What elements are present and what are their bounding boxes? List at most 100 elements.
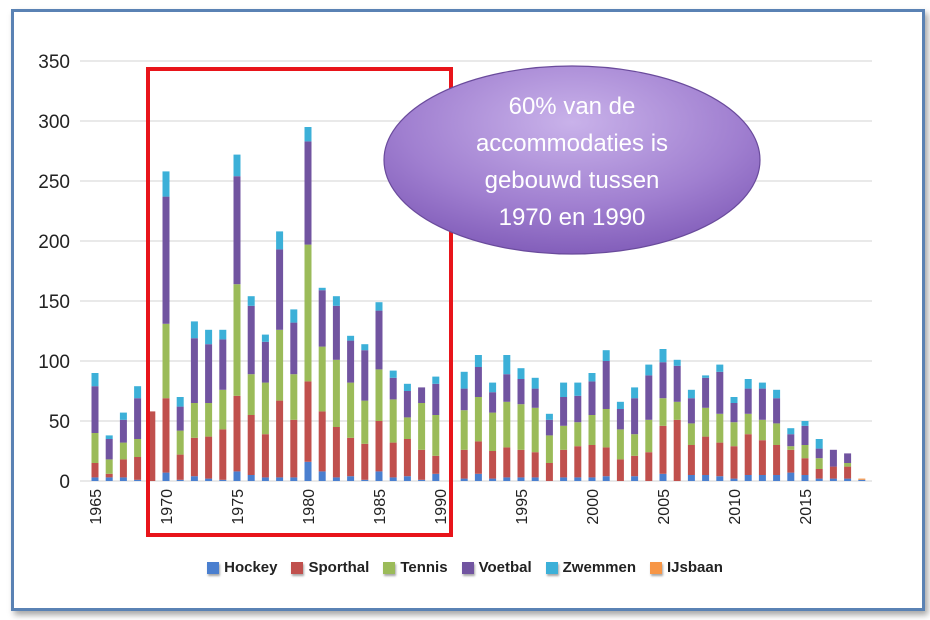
y-tick-label: 250 (38, 172, 70, 193)
bar-segment-zwemmen (531, 377, 539, 389)
bar-segment-hockey (730, 478, 738, 481)
x-tick-label: 1985 (372, 489, 389, 525)
legend-swatch (650, 561, 662, 574)
bar-segment-zwemmen (687, 389, 695, 399)
bar-segment-tennis (261, 382, 269, 435)
legend-label: Sporthal (308, 559, 370, 576)
legend-item-sporthal: Sporthal (291, 559, 369, 576)
bar-segment-zwemmen (659, 349, 667, 363)
y-tick-label: 200 (38, 232, 70, 253)
bar-segment-hockey (190, 476, 198, 481)
bar-segment-sporthal (702, 436, 710, 475)
bar-segment-hockey (304, 461, 312, 481)
bar-segment-sporthal (134, 457, 142, 480)
bar-segment-voetbal (545, 419, 553, 436)
bar-segment-tennis (616, 429, 624, 460)
bar-segment-hockey (687, 475, 695, 481)
bar-segment-tennis (574, 422, 582, 447)
bar-segment-sporthal (659, 425, 667, 474)
bar-2019 (858, 478, 866, 481)
bar-segment-zwemmen (730, 397, 738, 403)
bar-segment-hockey (758, 475, 766, 481)
bar-1997 (545, 413, 553, 481)
bar-segment-zwemmen (460, 371, 468, 389)
bar-segment-zwemmen (403, 383, 411, 391)
bar-segment-voetbal (290, 322, 298, 375)
bar-segment-tennis (332, 359, 340, 427)
bar-segment-voetbal (247, 305, 255, 375)
bar-segment-tennis (318, 346, 326, 412)
bar-1999 (574, 382, 582, 481)
x-tick-label: 1980 (301, 489, 318, 525)
bar-1987 (403, 383, 411, 481)
bar-segment-tennis (744, 413, 752, 435)
bar-segment-tennis (659, 398, 667, 426)
bar-segment-hockey (389, 477, 397, 481)
annotation-text: accommodaties is (476, 130, 668, 157)
bar-segment-hockey (105, 477, 113, 481)
annotation-text: 1970 en 1990 (499, 204, 646, 231)
bar-segment-voetbal (503, 374, 511, 402)
bar-segment-hockey (91, 477, 99, 481)
bar-segment-tennis (418, 403, 426, 450)
bar-segment-sporthal (460, 449, 468, 479)
bar-segment-tennis (673, 401, 681, 420)
bar-segment-hockey (503, 477, 511, 481)
bar-segment-zwemmen (105, 435, 113, 439)
bar-2006 (673, 359, 681, 481)
bar-segment-sporthal (560, 449, 568, 478)
bar-segment-voetbal (162, 196, 170, 324)
bar-2005 (659, 349, 667, 481)
bar-2009 (716, 364, 724, 481)
bar-1996 (531, 377, 539, 481)
bar-segment-hockey (332, 477, 340, 481)
bar-2004 (645, 364, 653, 481)
bar-segment-sporthal (631, 455, 639, 477)
bar-segment-hockey (432, 473, 440, 481)
bar-segment-hockey (829, 478, 837, 481)
bar-segment-zwemmen (134, 386, 142, 399)
bar-segment-sporthal (716, 442, 724, 477)
bar-segment-tennis (105, 459, 113, 474)
bar-segment-sporthal (261, 434, 269, 478)
x-tick-label: 2005 (656, 489, 673, 525)
legend-swatch (545, 561, 558, 574)
bar-segment-hockey (844, 478, 852, 481)
bar-segment-zwemmen (673, 359, 681, 366)
bar-segment-hockey (119, 477, 127, 481)
bar-segment-hockey (787, 472, 795, 481)
bar-segment-hockey (233, 471, 241, 481)
bar-segment-tennis (233, 284, 241, 396)
bar-segment-voetbal (730, 403, 738, 423)
bar-2008 (702, 375, 710, 481)
bar-segment-voetbal (460, 388, 468, 411)
bar-1966 (105, 435, 113, 481)
bar-2013 (773, 389, 781, 481)
bar-segment-tennis (545, 435, 553, 463)
x-tick-label: 1990 (433, 489, 450, 525)
legend-item-voetbal: Voetbal (461, 559, 532, 576)
bar-segment-voetbal (560, 397, 568, 426)
bar-segment-zwemmen (347, 335, 355, 341)
bar-segment-voetbal (347, 340, 355, 383)
y-tick-label: 350 (38, 52, 70, 73)
bar-segment-zwemmen (489, 382, 497, 393)
bar-segment-hockey (517, 477, 525, 481)
bar-segment-sporthal (844, 466, 852, 479)
y-tick-label: 100 (38, 352, 70, 373)
bar-segment-zwemmen (631, 387, 639, 399)
bar-1995 (517, 368, 525, 481)
bar-segment-voetbal (602, 361, 610, 409)
bar-1980 (304, 127, 312, 481)
bar-segment-hockey (361, 479, 369, 481)
bar-segment-sporthal (418, 449, 426, 480)
bar-segment-hockey (247, 475, 255, 481)
bar-2007 (687, 389, 695, 481)
bar-2016 (815, 439, 823, 481)
bar-segment-tennis (631, 434, 639, 456)
bar-segment-hockey (801, 475, 809, 481)
bar-segment-sporthal (503, 447, 511, 478)
bar-segment-hockey (702, 475, 710, 481)
bar-segment-zwemmen (616, 401, 624, 409)
bar-segment-sporthal (801, 458, 809, 475)
